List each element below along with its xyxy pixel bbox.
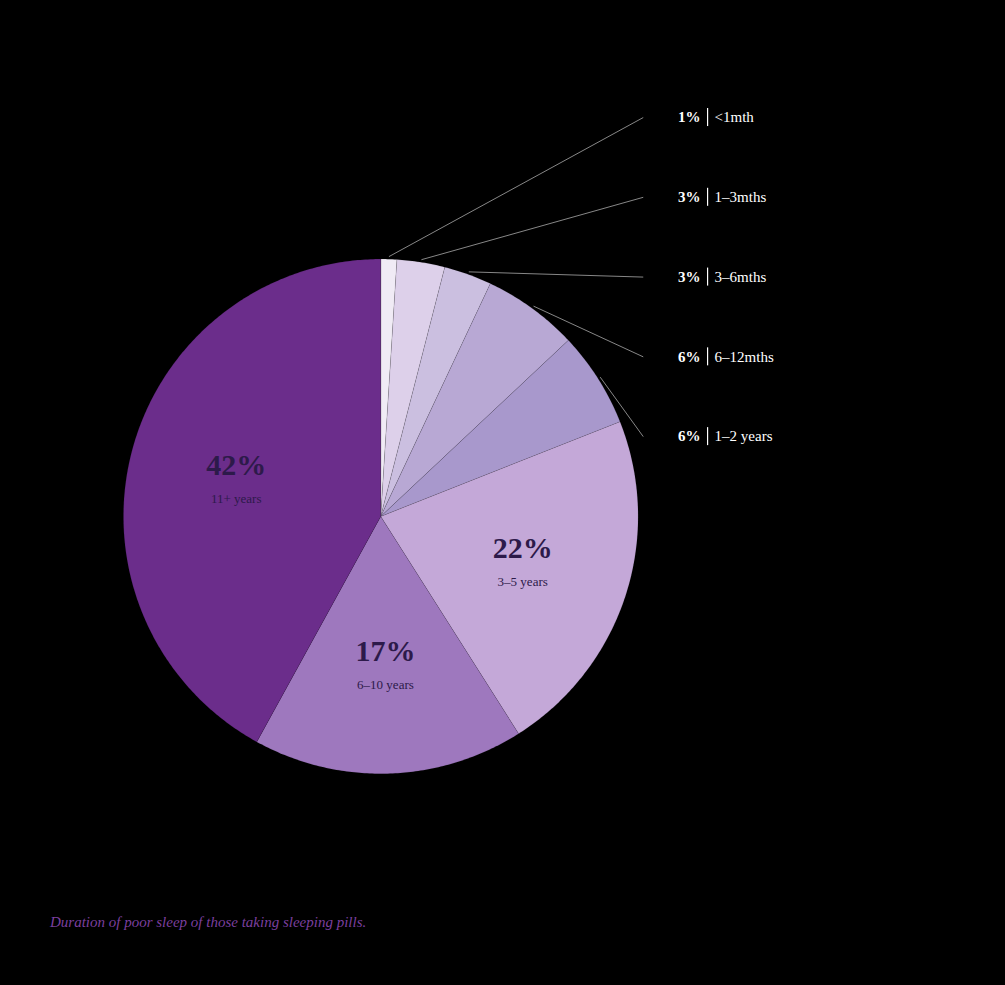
svg-text:17%: 17% [355,634,415,667]
svg-text:6–10 years: 6–10 years [357,677,414,692]
svg-text:11+ years: 11+ years [211,491,262,506]
svg-text:1–2 years: 1–2 years [715,428,773,444]
svg-text:3%: 3% [678,269,701,285]
svg-text:22%: 22% [493,531,553,564]
svg-text:1%: 1% [678,109,701,125]
svg-text:42%: 42% [206,448,266,481]
svg-text:3%: 3% [678,189,701,205]
svg-text:<1mth: <1mth [715,109,755,125]
svg-text:6%: 6% [678,349,701,365]
html-text:Duration of poor sleep of thos: Duration of poor sleep of those taking s… [50,914,367,930]
svg-text:3–5 years: 3–5 years [498,574,548,589]
svg-text:1–3mths: 1–3mths [715,189,767,205]
svg-text:6–12mths: 6–12mths [715,349,774,365]
svg-text:6%: 6% [678,428,701,444]
svg-text:3–6mths: 3–6mths [715,269,767,285]
